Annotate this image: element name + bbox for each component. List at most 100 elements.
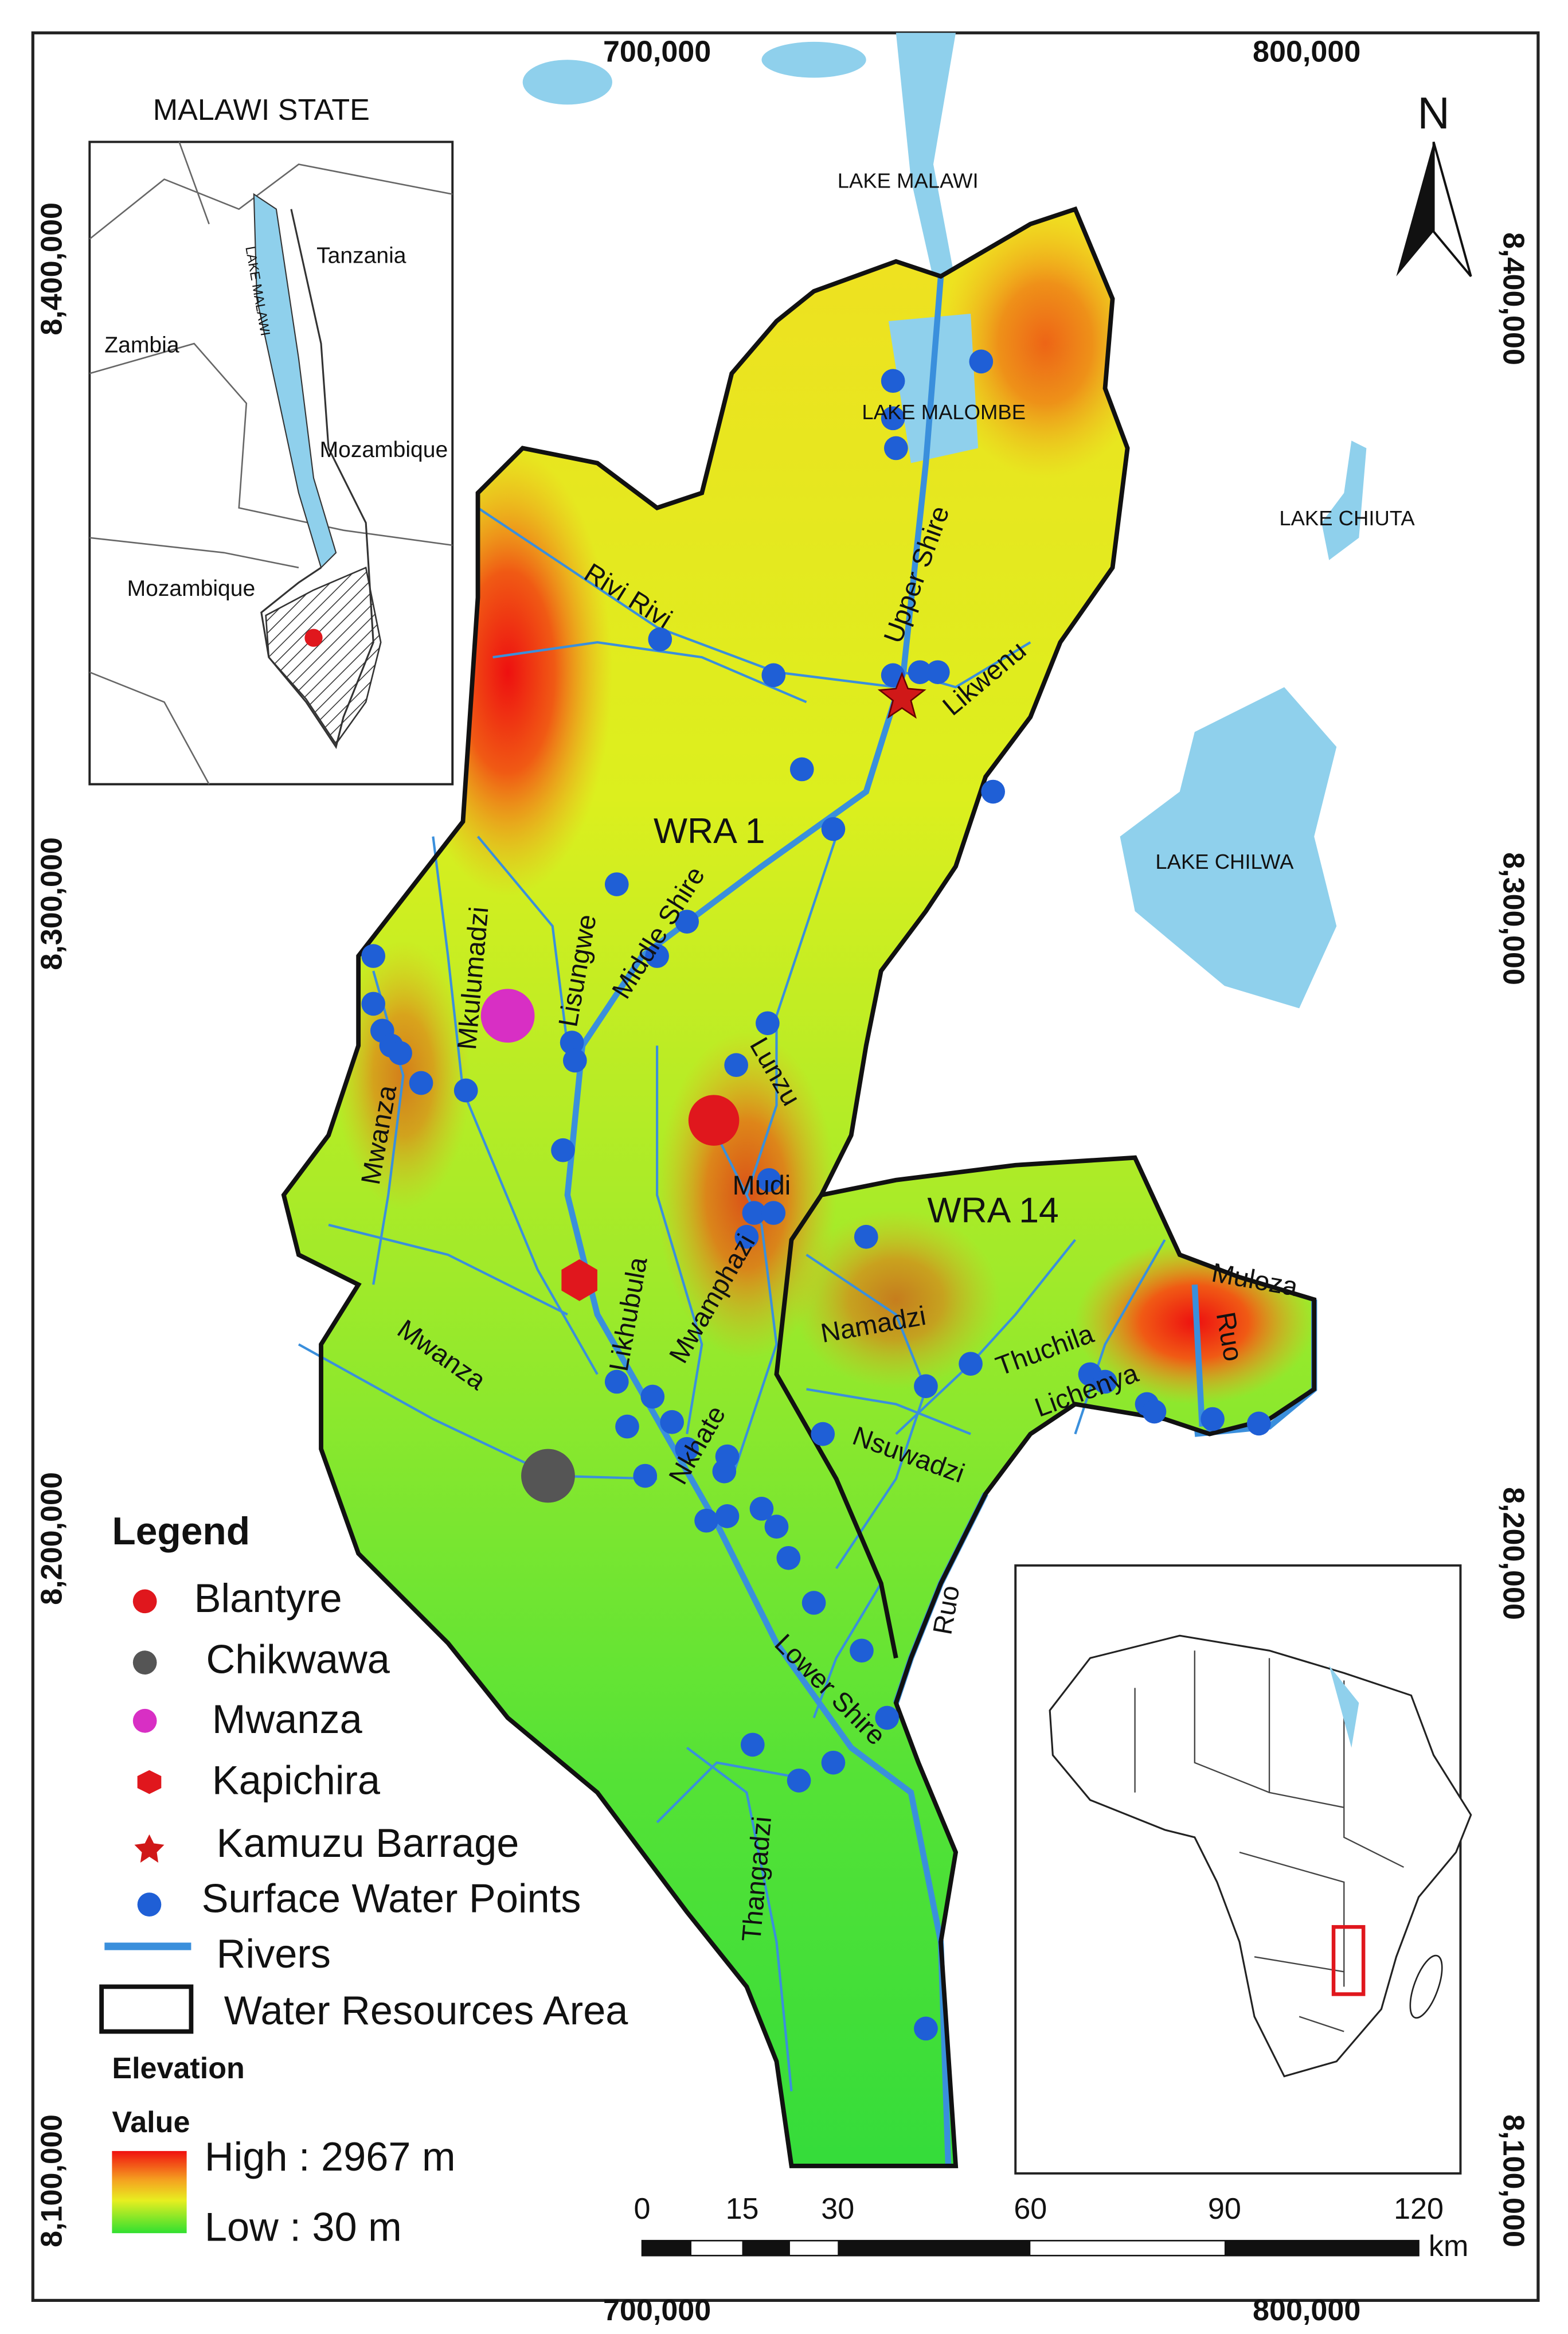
- water-point: [881, 406, 905, 431]
- water-point: [801, 1591, 826, 1615]
- river: [328, 1223, 568, 1316]
- water-point: [764, 1515, 789, 1539]
- scale-bar: [641, 2239, 1420, 2257]
- elevation-ramp: [112, 2150, 187, 2234]
- water-point: [734, 1224, 759, 1249]
- scale-label: 15: [726, 2192, 759, 2226]
- water-label: LAKE CHIUTA: [1279, 506, 1415, 530]
- river: [812, 1583, 882, 1719]
- water-point: [959, 1352, 983, 1376]
- kamuzu-barrage-marker: [877, 672, 926, 719]
- scale-label: 30: [821, 2192, 854, 2226]
- labels: 700,000 800,000 700,000 800,000 8,400,000 8,3…: [36, 36, 1530, 2327]
- river: [745, 836, 838, 1196]
- lake-malawi: [896, 33, 956, 299]
- water-label: LAKE CHILWA: [1155, 850, 1294, 873]
- water-point: [675, 910, 699, 934]
- scale-segment: [642, 2241, 692, 2256]
- legend: [99, 1589, 194, 2234]
- water-point: [715, 1504, 740, 1528]
- scale-segment: [838, 2241, 1031, 2256]
- water-point: [675, 1437, 699, 1461]
- shire-river: [564, 276, 952, 2167]
- water-point: [645, 944, 669, 968]
- water-point: [712, 1459, 737, 1484]
- water-point: [604, 872, 629, 896]
- river: [656, 1761, 799, 1824]
- water-point: [740, 1732, 765, 1757]
- water-point: [811, 1422, 835, 1446]
- legend-label: Blantyre: [194, 1575, 342, 1621]
- water-point: [640, 1384, 665, 1409]
- lake-chiuta: [1321, 440, 1367, 560]
- north-arrow: [1396, 142, 1434, 276]
- river: [656, 1045, 703, 1434]
- coordinate-label: 700,000: [603, 2294, 711, 2327]
- scale-label: 90: [1208, 2192, 1241, 2226]
- inset-lake: [253, 193, 337, 569]
- study-marker: [304, 629, 323, 647]
- wra-boundary: [774, 1193, 898, 1659]
- scale-label: 120: [1394, 2192, 1444, 2226]
- water-point: [969, 349, 994, 374]
- highland: [941, 209, 1150, 478]
- water-point: [821, 817, 846, 841]
- highland: [791, 1209, 1001, 1390]
- river: [298, 1343, 658, 1480]
- coordinate-label: 800,000: [1253, 36, 1360, 69]
- water-point: [1142, 1399, 1167, 1424]
- area-label: WRA 1: [654, 811, 765, 851]
- water-point: [761, 663, 786, 688]
- elevation-high: High : 2967 m: [205, 2134, 456, 2179]
- scale-unit: km: [1429, 2230, 1468, 2263]
- water-point: [633, 1463, 658, 1488]
- water-point: [724, 1053, 748, 1078]
- water-point: [409, 1071, 433, 1095]
- water-point: [560, 1031, 584, 1055]
- legend-label: Mwanza: [212, 1696, 363, 1742]
- water-point: [694, 1508, 718, 1533]
- water-point: [875, 1705, 900, 1730]
- coordinate-label: 8,100,000: [1496, 2114, 1530, 2247]
- lake: [761, 41, 866, 78]
- map-frame: [31, 31, 1540, 2302]
- madagascar: [1409, 1954, 1443, 2019]
- water-point: [925, 660, 950, 684]
- water-point: [388, 1041, 412, 1065]
- study-area: [265, 566, 382, 746]
- country-borders: [1134, 1650, 1405, 2032]
- water-point: [757, 1168, 781, 1192]
- river: [806, 1388, 971, 1435]
- water-point: [776, 1545, 801, 1570]
- country-label: Tanzania: [316, 243, 406, 268]
- legend-label: Kapichira: [212, 1758, 381, 1803]
- elevation-subtitle: Value: [112, 2106, 190, 2139]
- lakes: [522, 33, 1367, 1009]
- country-label: Mozambique: [127, 576, 256, 601]
- water-point: [761, 1201, 786, 1225]
- legend-symbol: [137, 1770, 162, 1794]
- river-label: Mudi: [733, 1170, 791, 1200]
- water-point: [1093, 1369, 1117, 1394]
- coordinate-label: 8,300,000: [36, 837, 69, 970]
- coordinate-label: 8,400,000: [36, 202, 69, 335]
- water-point: [453, 1078, 478, 1103]
- water-point: [562, 1048, 587, 1073]
- water-point: [551, 1138, 575, 1162]
- border-lines: [89, 142, 453, 785]
- legend-label: Water Resources Area: [224, 1988, 629, 2033]
- water-point: [850, 1638, 874, 1663]
- water-point: [756, 1011, 780, 1036]
- scale-segment: [1224, 2241, 1419, 2256]
- north-arrow: [1432, 141, 1472, 278]
- scale-segment: [742, 2241, 790, 2256]
- mwanza-marker: [480, 989, 535, 1043]
- legend-label: Surface Water Points: [202, 1875, 581, 1921]
- river: [895, 1239, 1077, 1435]
- water-point: [615, 1414, 639, 1439]
- water-point: [787, 1769, 811, 1793]
- legend-symbol: [99, 1984, 194, 2034]
- surface-water-points: [361, 349, 1271, 2041]
